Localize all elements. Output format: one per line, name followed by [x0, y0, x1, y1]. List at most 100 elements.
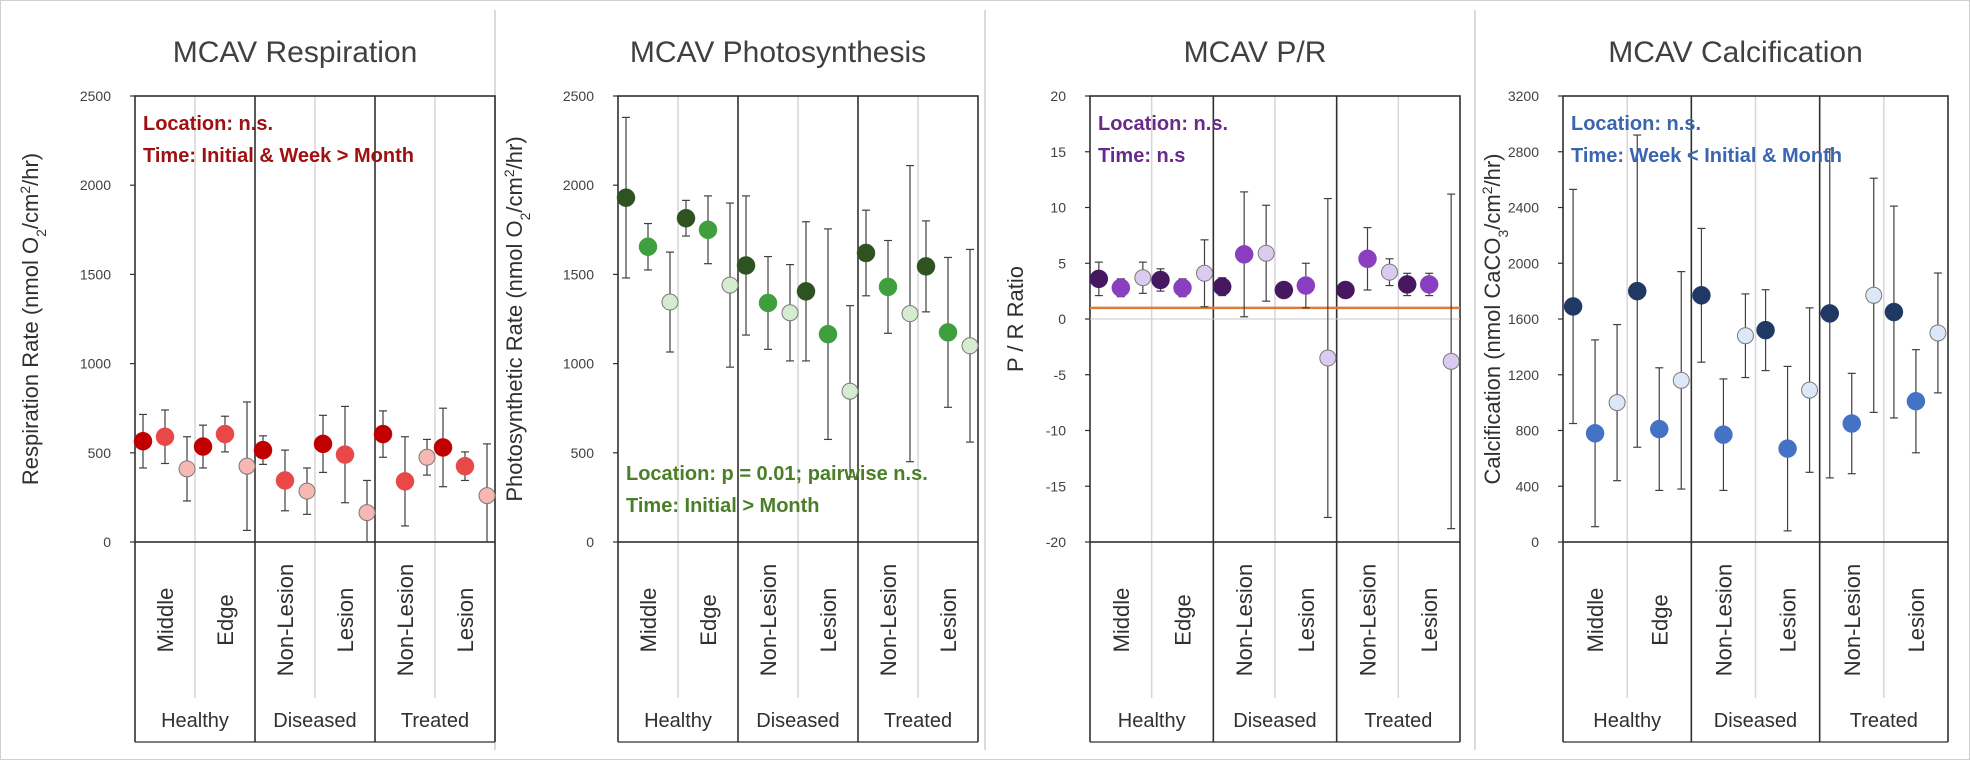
- data-point: [781, 304, 799, 322]
- data-point: [1820, 304, 1839, 323]
- group-label: Diseased: [1233, 710, 1316, 732]
- y-tick-label: 0: [586, 534, 594, 550]
- category-label: Edge: [1647, 594, 1672, 645]
- category-label: Middle: [636, 588, 661, 653]
- data-point: [1884, 302, 1904, 322]
- data-point: [1628, 281, 1647, 301]
- y-tick-label: 0: [1531, 534, 1539, 550]
- data-point: [1196, 264, 1213, 282]
- data-point: [878, 277, 898, 297]
- category-label: Edge: [696, 594, 721, 645]
- y-tick-label: 1200: [1508, 367, 1539, 383]
- data-point: [238, 457, 256, 475]
- data-point: [1111, 278, 1131, 298]
- group-label: Diseased: [1714, 710, 1797, 732]
- data-point: [253, 440, 273, 460]
- data-point: [1585, 424, 1605, 443]
- category-label: Middle: [153, 588, 178, 653]
- data-point: [1089, 269, 1109, 289]
- data-point: [1778, 439, 1797, 458]
- plot-frame: [134, 95, 496, 543]
- category-label: Lesion: [1776, 588, 1801, 653]
- data-point: [818, 324, 838, 344]
- data-point: [1419, 275, 1439, 294]
- data-point: [133, 431, 153, 451]
- data-point: [1801, 381, 1819, 399]
- y-tick-label: 20: [1050, 88, 1066, 104]
- y-tick-label: 3200: [1508, 88, 1539, 104]
- y-tick-label: 2000: [80, 177, 111, 193]
- data-point: [193, 437, 213, 456]
- data-point: [961, 337, 979, 355]
- data-point: [698, 220, 718, 240]
- category-label: Lesion: [816, 588, 841, 653]
- group-label: Healthy: [1118, 710, 1186, 732]
- y-axis-label: P / R Ratio: [1003, 266, 1028, 372]
- data-point: [298, 482, 316, 500]
- data-point: [1397, 275, 1417, 294]
- category-label: Non-Lesion: [1840, 564, 1865, 677]
- data-point: [938, 323, 958, 342]
- data-point: [373, 424, 393, 444]
- y-tick-label: 2400: [1508, 200, 1539, 216]
- data-point: [1865, 286, 1883, 304]
- y-tick-label: -15: [1046, 478, 1066, 494]
- annotation: Time: Initial & Week > Month: [143, 145, 414, 167]
- y-tick-label: 5: [1058, 255, 1066, 271]
- data-point: [661, 293, 679, 311]
- data-point: [1672, 371, 1690, 389]
- category-label: Non-Lesion: [876, 564, 901, 677]
- annotation: Location: n.s.: [1571, 113, 1701, 135]
- y-tick-label: 2000: [563, 177, 594, 193]
- group-label: Healthy: [161, 710, 229, 732]
- category-label: Non-Lesion: [273, 564, 298, 677]
- y-axis-label: Respiration Rate (nmol O2/cm2/hr): [17, 153, 49, 485]
- y-tick-label: 1000: [80, 356, 111, 372]
- y-tick-label: -5: [1054, 367, 1067, 383]
- category-label: Lesion: [1904, 588, 1929, 653]
- chart-panel-2: MCAV Photosynthesis 0 500 1000 1500 2000 2500 P…: [501, 36, 979, 743]
- category-label: Lesion: [1294, 588, 1319, 653]
- y-axis-label: Calcification (nmol CaCO3/cm2/hr): [1479, 153, 1511, 484]
- data-point: [1842, 414, 1861, 433]
- y-tick-label: 500: [88, 445, 112, 461]
- category-label: Middle: [1109, 588, 1134, 653]
- data-point: [1608, 394, 1626, 412]
- data-point: [1692, 286, 1711, 305]
- y-tick-label: 500: [571, 445, 595, 461]
- data-point: [1736, 327, 1754, 345]
- data-point: [155, 427, 175, 446]
- annotation: Time: n.s: [1098, 145, 1185, 167]
- chart-panel-3: MCAV P/R -20 -15 -10 -5 0 5 10 15 20 P / R Ratio Lo…: [1003, 36, 1461, 743]
- category-label: Non-Lesion: [1711, 564, 1736, 677]
- data-point: [1756, 320, 1775, 340]
- data-point: [1442, 352, 1460, 370]
- y-tick-label: 2000: [1508, 255, 1539, 271]
- data-point: [721, 276, 739, 294]
- data-point: [418, 448, 436, 466]
- y-tick-label: 800: [1516, 423, 1540, 439]
- data-point: [841, 382, 859, 400]
- chart-title: MCAV Photosynthesis: [630, 36, 926, 69]
- y-tick-label: 1600: [1508, 311, 1539, 327]
- data-point: [395, 472, 415, 491]
- data-point: [1212, 277, 1232, 296]
- category-label: Non-Lesion: [1232, 564, 1257, 677]
- annotation: Location: p = 0.01; pairwise n.s.: [626, 463, 928, 485]
- data-point: [1358, 249, 1377, 269]
- category-label: Lesion: [453, 588, 478, 653]
- data-point: [901, 305, 919, 323]
- y-tick-label: 1000: [563, 356, 594, 372]
- group-label: Treated: [401, 710, 469, 732]
- data-point: [796, 282, 816, 301]
- chart-title: MCAV P/R: [1184, 36, 1327, 69]
- data-point: [916, 257, 936, 276]
- category-label: Lesion: [936, 588, 961, 653]
- category-label: Lesion: [1417, 588, 1442, 653]
- category-label: Lesion: [333, 588, 358, 653]
- category-label: Edge: [213, 594, 238, 645]
- data-point: [856, 243, 876, 263]
- group-label: Healthy: [1593, 710, 1661, 732]
- y-tick-label: 0: [103, 534, 111, 550]
